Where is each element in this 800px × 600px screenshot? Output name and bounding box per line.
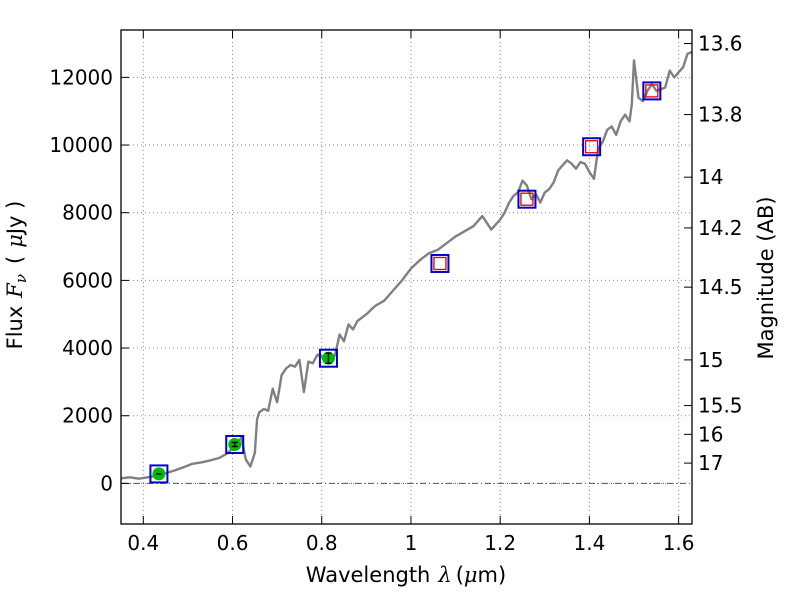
x-axis-ticks: 0.4 0.6 0.8 1 1.2 1.4 1.6 (127, 30, 695, 555)
mag-tick-label-6: 15.5 (698, 394, 743, 418)
x-axis-label: Wavelength λ (μm) (306, 563, 506, 587)
blue-square-marker-5 (582, 137, 602, 157)
y-label-text: Flux (3, 306, 27, 350)
x-tick-label-2: 0.8 (306, 531, 338, 555)
mag-tick-label-5: 15 (698, 348, 723, 372)
plot-frame (120, 29, 693, 525)
y-tick-label-6: 12000 (49, 65, 113, 89)
grid-lines (121, 30, 692, 524)
y-label-subscript: ν (12, 274, 30, 283)
mag-tick-label-3: 14.2 (698, 216, 743, 240)
y-tick-label-5: 10000 (49, 133, 113, 157)
blue-square-marker-4 (517, 189, 537, 209)
x-tick-label-3: 1 (405, 531, 418, 555)
x-label-mu: μ (464, 563, 478, 587)
x-label-unit: m) (478, 563, 507, 587)
model-square-3 (645, 84, 659, 98)
blue-square-marker-1 (225, 434, 245, 454)
y-label-unit: Jy ) (3, 201, 27, 237)
mag-tick-label-1: 13.8 (698, 103, 743, 127)
y-tick-label-2: 4000 (62, 336, 113, 360)
model-square-0 (433, 256, 447, 271)
y-label-symbol: F (3, 282, 27, 299)
mag-tick-label-8: 17 (698, 451, 723, 475)
x-label-text: Wavelength (306, 563, 431, 587)
x-label-symbol: λ (437, 563, 451, 587)
mag-tick-label-2: 14 (698, 165, 723, 189)
magnitude-axis-label: Magnitude (AB) (754, 196, 778, 359)
mag-tick-label-4: 14.5 (698, 275, 743, 299)
y-tick-label-0: 0 (100, 471, 113, 495)
mag-tick-label-0: 13.6 (698, 32, 743, 56)
x-label-paren: ( (456, 563, 464, 587)
x-tick-label-5: 1.4 (573, 531, 605, 555)
x-tick-label-0: 0.4 (127, 531, 159, 555)
y-label-mu: μ (3, 234, 27, 248)
blue-square-marker-3 (430, 253, 450, 273)
x-tick-label-4: 1.2 (484, 531, 516, 555)
blue-square-marker-2 (318, 348, 338, 368)
blue-square-marker-0 (149, 464, 169, 484)
x-tick-label-6: 1.6 (663, 531, 695, 555)
mag-tick-label-7: 16 (698, 422, 723, 446)
y-tick-label-3: 6000 (62, 268, 113, 292)
y-tick-label-1: 2000 (62, 404, 113, 428)
model-square-2 (584, 140, 599, 154)
blue-square-marker-6 (642, 81, 662, 101)
model-square-1 (520, 192, 534, 206)
x-tick-label-1: 0.6 (217, 531, 249, 555)
y-axis-ticks: 0 2000 4000 6000 8000 10000 12000 (49, 65, 129, 495)
data-markers (149, 81, 662, 484)
y-tick-label-4: 8000 (62, 201, 113, 225)
y-label-paren: ( (3, 256, 27, 264)
y-axis-label: Flux Fν ( μJy ) (3, 201, 30, 350)
spectrum-line (120, 50, 693, 480)
magnitude-axis-ticks: 13.6 13.8 14 14.2 14.5 15 15.5 16 17 (684, 32, 743, 475)
